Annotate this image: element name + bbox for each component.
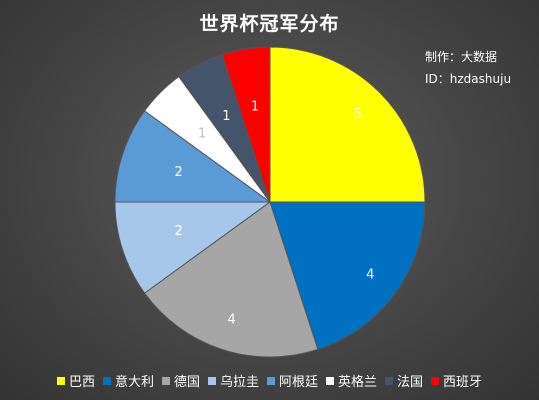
pie-slice-4 xyxy=(114,110,272,203)
legend-item-3: 乌拉圭 xyxy=(207,371,259,390)
pie-slice-3 xyxy=(114,201,272,294)
legend-item-5: 英格兰 xyxy=(326,371,377,390)
legend-label-1: 意大利 xyxy=(114,375,154,390)
legend-item-1: 意大利 xyxy=(102,371,154,390)
legend-item-7: 西班牙 xyxy=(431,371,482,390)
legend-item-4: 阿根廷 xyxy=(267,371,318,390)
legend-swatch-4 xyxy=(267,376,275,385)
data-label-5: 1 xyxy=(198,127,206,142)
data-label-0: 5 xyxy=(354,107,362,122)
legend-label-0: 巴西 xyxy=(68,375,95,390)
legend-swatch-6 xyxy=(385,376,394,385)
legend-label-3: 乌拉圭 xyxy=(219,375,259,390)
legend-item-0: 巴西 xyxy=(56,371,95,390)
legend-swatch-1 xyxy=(102,376,111,385)
data-label-2: 4 xyxy=(228,312,236,327)
legend-label-6: 法国 xyxy=(397,375,424,390)
legend-item-6: 法国 xyxy=(385,371,423,390)
legend-label-5: 英格兰 xyxy=(338,375,378,390)
legend-swatch-0 xyxy=(56,376,65,385)
data-label-7: 1 xyxy=(251,100,259,115)
legend-swatch-7 xyxy=(431,376,440,385)
chart-title: 世界杯冠军分布 xyxy=(199,13,340,35)
legend-label-4: 阿根廷 xyxy=(279,375,319,390)
legend-label-7: 西班牙 xyxy=(443,375,483,390)
pie-slice-7 xyxy=(221,46,271,203)
legend: 巴西 意大利 德国 乌拉圭 阿根廷 英格兰 法国 西班牙 xyxy=(0,371,539,390)
credit-line-id: ID：hzdashuju xyxy=(425,72,512,86)
data-label-6: 1 xyxy=(222,109,230,124)
pie-slice-0 xyxy=(269,46,426,203)
legend-swatch-2 xyxy=(161,376,170,385)
legend-label-2: 德国 xyxy=(173,375,200,390)
legend-item-2: 德国 xyxy=(161,371,200,390)
legend-swatch-5 xyxy=(326,376,335,385)
legend-swatch-3 xyxy=(207,376,216,385)
data-label-4: 2 xyxy=(174,165,182,180)
data-label-1: 4 xyxy=(366,267,374,282)
data-label-3: 2 xyxy=(174,224,182,239)
credit-line-maker: 制作：大数据 xyxy=(425,50,498,64)
pie-slice-1 xyxy=(269,201,426,351)
pie-slice-2 xyxy=(143,201,319,358)
